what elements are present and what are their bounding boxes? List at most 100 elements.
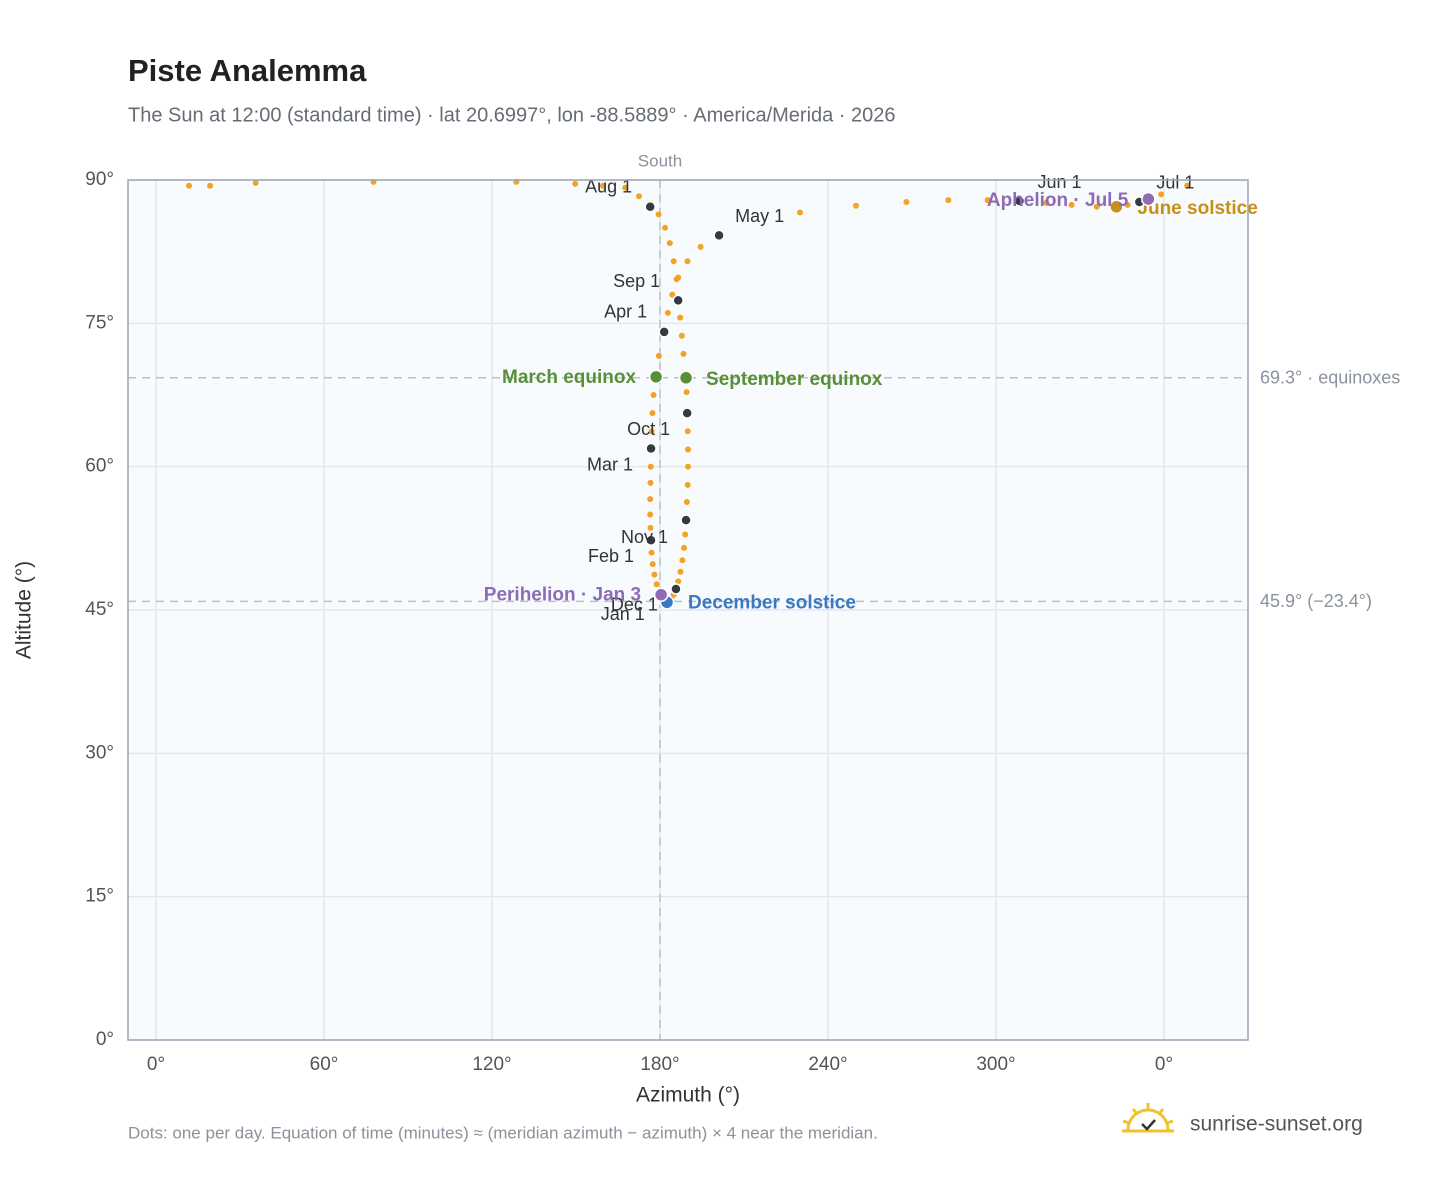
x-tick-label: 300°: [976, 1054, 1015, 1075]
reference-label: 45.9° (−23.4°): [1260, 591, 1372, 611]
daily-dot: [648, 428, 655, 435]
month-label: Nov 1: [621, 527, 668, 547]
daily-dot: [1043, 199, 1050, 206]
daily-dot: [647, 496, 654, 503]
event-label: September equinox: [706, 369, 883, 390]
daily-dot: [675, 578, 682, 585]
event-label: Perihelion · Jan 3: [484, 585, 641, 606]
x-tick-label: 240°: [808, 1054, 847, 1075]
month-label: Aug 1: [585, 177, 632, 197]
month-label: Apr 1: [604, 302, 647, 322]
daily-dot: [680, 350, 687, 357]
daily-dot: [636, 193, 642, 200]
footnote: Dots: one per day. Equation of time (min…: [128, 1123, 878, 1142]
daily-dot: [677, 314, 684, 321]
daily-dot: [647, 524, 654, 531]
daily-dot: [622, 184, 629, 191]
daily-dot: [903, 198, 910, 205]
y-axis-label: Altitude (°): [13, 561, 36, 659]
daily-dot: [650, 392, 657, 398]
daily-dot: [1124, 201, 1131, 208]
daily-dot: [797, 209, 803, 216]
y-tick-label: 0°: [96, 1029, 114, 1050]
event-label: Aphelion · Jul 5: [987, 190, 1129, 211]
month-marker: [713, 229, 725, 242]
x-tick-label: 180°: [640, 1054, 679, 1075]
month-label: Jun 1: [1038, 172, 1082, 192]
x-tick-label: 60°: [310, 1054, 339, 1075]
month-marker: [645, 442, 657, 455]
daily-dot: [649, 561, 656, 568]
daily-dot: [945, 197, 952, 204]
event-label: December solstice: [688, 592, 856, 613]
daily-dot: [678, 332, 685, 339]
daily-dot: [984, 197, 991, 204]
brand-logo: [1122, 1103, 1174, 1133]
y-tick-label: 45°: [85, 599, 114, 620]
month-label: Dec 1: [611, 595, 658, 615]
month-marker: [658, 326, 670, 338]
month-marker: [644, 201, 656, 213]
x-tick-label: 0°: [1155, 1054, 1173, 1075]
chart-subtitle: The Sun at 12:00 (standard time) · lat 2…: [128, 104, 896, 126]
month-label: Jul 1: [1156, 173, 1194, 193]
daily-dot: [684, 258, 691, 265]
daily-dot: [662, 224, 669, 231]
daily-dot: [1184, 182, 1191, 189]
plot-frame: [127, 179, 1249, 1041]
daily-dot: [207, 182, 214, 189]
daily-dot: [679, 557, 686, 564]
daily-dot: [1093, 203, 1100, 210]
daily-dot: [677, 568, 684, 575]
x-tick-label: 0°: [147, 1054, 165, 1075]
event-marker: [653, 587, 669, 602]
daily-dot: [647, 511, 654, 518]
daily-dot: [684, 428, 691, 435]
y-tick-label: 15°: [85, 886, 114, 907]
daily-dot: [599, 182, 606, 189]
daily-dot: [252, 179, 259, 186]
month-label: Jan 1: [601, 604, 645, 624]
daily-dot: [647, 463, 654, 470]
month-marker: [670, 583, 682, 595]
daily-dot: [666, 240, 673, 247]
month-marker: [680, 514, 692, 526]
daily-dot: [186, 182, 193, 189]
chart-title: Piste Analemma: [128, 53, 367, 88]
month-label: Sep 1: [613, 271, 660, 291]
daily-dot: [682, 531, 689, 538]
daily-dot: [673, 276, 680, 283]
daily-dot: [649, 410, 656, 417]
month-label: Feb 1: [588, 546, 634, 566]
daily-dot: [1068, 201, 1075, 208]
month-label: Mar 1: [587, 454, 633, 474]
month-marker: [681, 407, 693, 419]
x-axis-label: Azimuth (°): [636, 1084, 740, 1107]
y-tick-label: 60°: [85, 456, 114, 477]
brand-name: sunrise-sunset.org: [1190, 1113, 1363, 1136]
event-marker: [648, 369, 664, 385]
plot-layer: Jan 1 Feb 1 Mar 1 Apr 1 May 1 Jun 1 Jul 1 Aug 1…: [128, 172, 1258, 1041]
event-marker: [1141, 191, 1156, 207]
daily-dot: [1158, 191, 1165, 198]
x-tick-label: 120°: [472, 1054, 511, 1075]
event-label: March equinox: [502, 367, 637, 388]
daily-dot: [697, 243, 704, 250]
month-marker: [672, 294, 684, 307]
daily-dot: [669, 291, 676, 298]
daily-dot: [681, 544, 688, 551]
daily-dot: [655, 352, 662, 359]
month-label: Oct 1: [627, 419, 670, 439]
event-marker: [1109, 199, 1124, 215]
daily-dot: [685, 463, 691, 470]
daily-dot: [647, 479, 654, 486]
daily-dot: [653, 581, 660, 588]
daily-dot: [684, 481, 691, 488]
month-marker: [645, 534, 657, 546]
daily-dot: [655, 211, 662, 218]
daily-dot: [683, 499, 690, 506]
reference-label: South: [638, 151, 682, 170]
y-tick-label: 75°: [85, 312, 114, 333]
daily-dot: [853, 202, 859, 209]
daily-dot: [651, 571, 658, 578]
